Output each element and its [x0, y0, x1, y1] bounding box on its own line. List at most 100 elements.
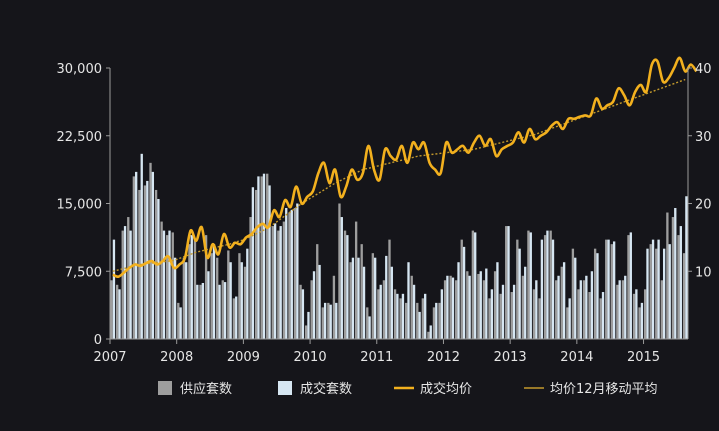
deals-bar	[390, 266, 393, 339]
deals-bar	[485, 268, 488, 339]
deals-bar	[257, 176, 260, 339]
deals-bar	[151, 171, 155, 339]
supply-bar	[677, 235, 680, 339]
deals-bar	[646, 248, 649, 339]
x-tick-label: 2014	[560, 350, 593, 365]
supply-bar	[582, 280, 586, 339]
supply-bar	[204, 235, 208, 339]
deals-bar	[351, 257, 355, 339]
deals-bar	[251, 187, 255, 339]
supply-bar	[132, 176, 136, 339]
deals-bar	[223, 282, 227, 339]
supply-bar	[671, 217, 675, 339]
supply-bar	[532, 289, 536, 339]
y-right-tick-label: 10	[695, 265, 712, 280]
deals-bar	[246, 248, 249, 339]
deals-bar	[518, 248, 521, 339]
legend-swatch	[158, 381, 172, 395]
supply-bar	[277, 230, 280, 339]
supply-bar	[432, 307, 436, 339]
deals-bar	[323, 302, 327, 339]
supply-bar	[477, 273, 480, 339]
supply-bar	[488, 298, 491, 339]
deals-bar	[157, 198, 160, 339]
deals-bar	[512, 284, 516, 339]
y-left-tick-label: 7,500	[65, 265, 102, 280]
deals-bar	[585, 275, 588, 339]
supply-bar	[299, 284, 302, 339]
supply-bar	[571, 248, 575, 339]
supply-bar	[282, 221, 286, 339]
deals-bar	[346, 235, 349, 339]
supply-bar	[493, 271, 497, 339]
supply-bar	[271, 226, 274, 339]
x-tick-label: 2009	[227, 350, 260, 365]
supply-bar	[438, 302, 441, 339]
deals-bar	[368, 316, 371, 339]
supply-bar	[227, 250, 230, 339]
legend-label: 均价12月移动平均	[550, 382, 658, 397]
avg-price-line	[112, 56, 698, 278]
deals-bar	[624, 275, 627, 339]
supply-bar	[482, 280, 486, 339]
supply-bar	[510, 292, 513, 339]
deals-bar	[618, 280, 621, 339]
y-left-tick-label: 0	[94, 333, 102, 348]
supply-bar	[588, 292, 591, 339]
supply-bar	[238, 253, 241, 339]
legend-label: 成交均价	[420, 381, 472, 397]
deals-bar	[290, 209, 293, 339]
y-right-tick-label: 40	[695, 62, 712, 77]
deals-bar	[468, 275, 471, 339]
deals-bar	[312, 271, 316, 339]
supply-bar	[577, 289, 580, 339]
supply-bar	[549, 230, 552, 339]
y-right-tick-label: 20	[695, 198, 712, 213]
deals-bar	[640, 302, 644, 339]
legend: 供应套数 成交套数 成交均价 均价12月移动平均	[158, 381, 658, 397]
supply-bar	[160, 221, 163, 339]
supply-bar	[621, 280, 625, 339]
deals-bar	[535, 280, 538, 339]
deals-bar	[635, 289, 638, 339]
supply-bar	[427, 331, 430, 339]
supply-bar	[449, 275, 452, 339]
deals-bar	[418, 311, 421, 339]
supply-bar	[338, 203, 341, 339]
deals-bar	[562, 262, 566, 339]
supply-bar	[171, 232, 174, 339]
deals-bar	[129, 230, 132, 339]
deals-bar	[329, 304, 332, 339]
deals-bar	[379, 284, 382, 339]
deals-bar	[612, 241, 616, 339]
supply-bar	[266, 173, 269, 339]
deals-bar	[524, 266, 527, 339]
supply-bar	[593, 248, 597, 339]
deals-bar	[507, 226, 510, 339]
supply-bar	[416, 302, 419, 339]
deals-bar	[385, 255, 388, 339]
deals-bar	[123, 226, 127, 339]
deals-bar	[490, 289, 494, 339]
deals-bar	[529, 232, 532, 339]
supply-bar	[110, 280, 113, 339]
deals-bar	[479, 271, 482, 339]
deals-bar	[568, 298, 571, 339]
supply-bar	[410, 275, 413, 339]
supply-bar	[216, 257, 219, 339]
deals-bar	[596, 253, 599, 339]
supply-bar	[293, 208, 297, 339]
supply-bar	[643, 289, 647, 339]
supply-bar	[443, 280, 447, 339]
deals-bar	[557, 275, 560, 339]
y-left-tick-label: 15,000	[57, 198, 103, 213]
deals-bar	[651, 239, 655, 339]
deals-bar	[679, 226, 682, 339]
supply-bar	[116, 284, 119, 339]
deals-bar	[424, 293, 427, 339]
supply-bar	[343, 230, 347, 339]
supply-bar	[199, 284, 202, 339]
supply-bar	[182, 257, 186, 339]
deals-bar	[657, 239, 660, 339]
deals-bar	[196, 284, 199, 339]
